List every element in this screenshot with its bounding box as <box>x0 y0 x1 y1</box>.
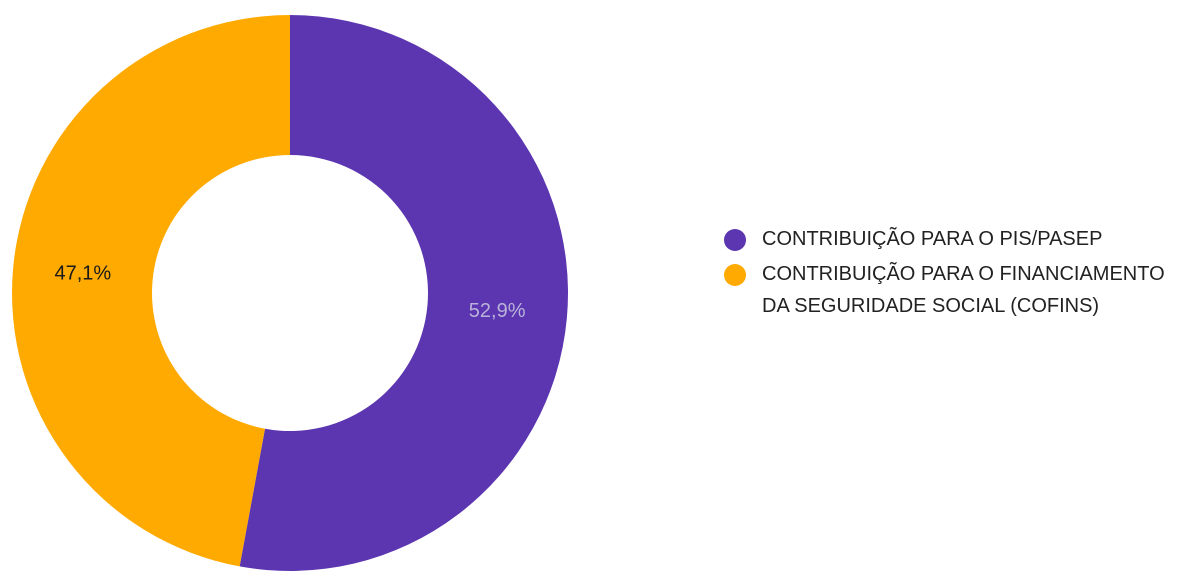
slice-label-pis-pasep: 52,9% <box>469 300 526 322</box>
legend-item-pis-pasep: CONTRIBUIÇÃO PARA O PIS/PASEP <box>724 228 1194 255</box>
slice-label-cofins: 47,1% <box>55 262 112 284</box>
legend-item-cofins: CONTRIBUIÇÃO PARA O FINANCIAMENTO DA SEG… <box>724 263 1194 322</box>
slice-cofins <box>11 15 291 567</box>
legend: CONTRIBUIÇÃO PARA O PIS/PASEP CONTRIBUIÇ… <box>724 228 1194 330</box>
legend-swatch-cofins <box>724 264 746 286</box>
slice-pis-pasep <box>239 15 568 571</box>
legend-swatch-pis-pasep <box>724 229 746 251</box>
legend-label-cofins: CONTRIBUIÇÃO PARA O FINANCIAMENTO DA SEG… <box>762 263 1165 317</box>
legend-label-pis-pasep: CONTRIBUIÇÃO PARA O PIS/PASEP <box>762 228 1103 250</box>
